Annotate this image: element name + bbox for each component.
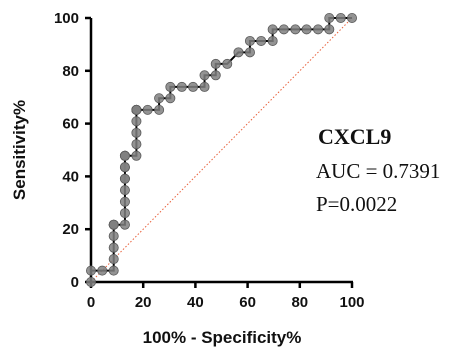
ticks: 0 20 40 60 80 100 0 20 40 60 80 100 xyxy=(54,10,365,311)
x-tick-label: 60 xyxy=(239,294,256,311)
roc-point xyxy=(346,12,357,23)
roc-point xyxy=(324,12,335,23)
y-tick-label: 100 xyxy=(54,10,79,27)
roc-point xyxy=(267,35,278,46)
roc-point xyxy=(188,81,199,92)
roc-point xyxy=(119,173,130,184)
roc-point xyxy=(86,276,97,287)
roc-point xyxy=(244,47,255,58)
roc-point xyxy=(142,104,153,115)
roc-point xyxy=(108,254,119,265)
roc-point xyxy=(335,12,346,23)
auc-value: AUC = 0.7391 xyxy=(316,159,440,183)
roc-point xyxy=(165,81,176,92)
roc-point xyxy=(256,35,267,46)
y-tick-label: 80 xyxy=(62,63,79,80)
roc-point xyxy=(131,150,142,161)
roc-point xyxy=(119,150,130,161)
roc-point xyxy=(119,219,130,230)
roc-point xyxy=(131,104,142,115)
roc-point xyxy=(324,24,335,35)
roc-point xyxy=(154,104,165,115)
y-tick-label: 0 xyxy=(71,274,79,291)
roc-point xyxy=(313,24,324,35)
roc-point xyxy=(222,58,233,69)
y-tick-label: 20 xyxy=(62,221,79,238)
roc-point xyxy=(290,24,301,35)
roc-point xyxy=(108,242,119,253)
roc-point xyxy=(199,81,210,92)
reference-diagonal-line xyxy=(90,17,353,283)
roc-point xyxy=(267,24,278,35)
p-value: P=0.0022 xyxy=(316,192,397,216)
roc-curve-line xyxy=(90,17,352,282)
roc-point xyxy=(108,231,119,242)
roc-point xyxy=(210,58,221,69)
reference-diagonal-group xyxy=(90,17,353,283)
roc-point xyxy=(86,265,97,276)
roc-point xyxy=(97,265,108,276)
x-axis-title: 100% - Specificity% xyxy=(143,328,302,347)
roc-point xyxy=(131,127,142,138)
y-tick-label: 40 xyxy=(62,168,79,185)
roc-point xyxy=(108,265,119,276)
x-tick-label: 100 xyxy=(339,294,364,311)
x-tick-label: 80 xyxy=(291,294,308,311)
axes xyxy=(89,18,353,284)
roc-point xyxy=(278,24,289,35)
roc-curve-group xyxy=(90,17,352,282)
y-axis-title: Sensitivity% xyxy=(10,100,29,200)
roc-point xyxy=(119,196,130,207)
x-tick-label: 40 xyxy=(187,294,204,311)
x-tick-label: 0 xyxy=(87,294,95,311)
roc-point xyxy=(119,208,130,219)
roc-point xyxy=(165,93,176,104)
roc-point xyxy=(108,219,119,230)
roc-point xyxy=(210,70,221,81)
roc-point xyxy=(199,70,210,81)
roc-point xyxy=(176,81,187,92)
roc-point xyxy=(119,162,130,173)
roc-point xyxy=(154,93,165,104)
roc-point xyxy=(233,47,244,58)
roc-point xyxy=(244,35,255,46)
roc-points-group xyxy=(86,12,357,287)
roc-point xyxy=(301,24,312,35)
y-tick-label: 60 xyxy=(62,116,79,133)
roc-point xyxy=(119,185,130,196)
roc-point xyxy=(131,116,142,127)
x-tick-label: 20 xyxy=(135,294,152,311)
roc-point xyxy=(131,139,142,150)
marker-name: CXCL9 xyxy=(318,124,391,149)
